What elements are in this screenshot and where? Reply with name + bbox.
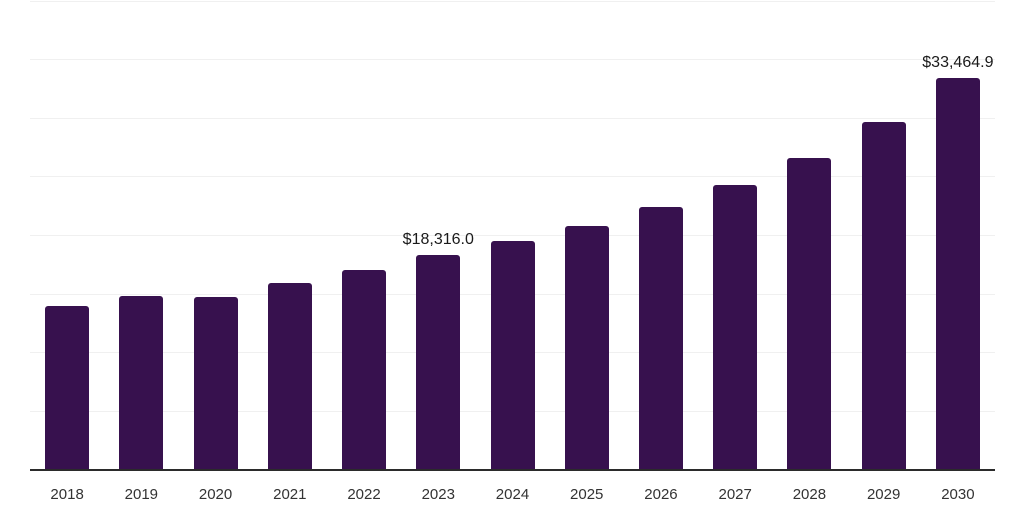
bar-2030	[935, 77, 980, 470]
x-axis-line	[30, 469, 995, 471]
gridline	[30, 176, 995, 178]
bar-2022	[342, 269, 387, 470]
x-tick-label-2029: 2029	[866, 486, 901, 503]
x-tick-label-2023: 2023	[421, 486, 455, 503]
gridline	[30, 235, 995, 236]
bar-2028	[787, 157, 832, 470]
x-tick-label-2027: 2027	[718, 486, 752, 503]
x-tick-label-2022: 2022	[347, 486, 381, 503]
bar-2027	[713, 184, 758, 470]
bar-2025	[564, 226, 609, 470]
x-tick-label-2028: 2028	[792, 486, 827, 503]
bar-2018	[45, 306, 90, 470]
bar-2021	[267, 283, 312, 470]
x-tick-label-2030: 2030	[941, 486, 975, 503]
x-tick-label-2025: 2025	[570, 486, 604, 503]
x-tick-label-2021: 2021	[273, 486, 307, 503]
gridline	[30, 59, 995, 61]
bar-2029	[861, 122, 906, 470]
data-label-2030: $33,464.9	[922, 53, 994, 71]
data-label-2023: $18,316.0	[402, 231, 474, 249]
gridline	[30, 0, 995, 2]
x-tick-label-2024: 2024	[495, 486, 530, 503]
bar-2024	[490, 241, 535, 470]
x-tick-label-2026: 2026	[644, 486, 678, 503]
x-tick-label-2019: 2019	[124, 486, 159, 503]
bar-2020	[193, 297, 238, 470]
bar-2026	[638, 207, 683, 470]
bar-2023	[416, 255, 461, 470]
x-tick-label-2020: 2020	[198, 486, 233, 503]
x-tick-label-2018: 2018	[50, 486, 84, 503]
gridline	[30, 117, 995, 119]
bar-2019	[119, 296, 164, 470]
